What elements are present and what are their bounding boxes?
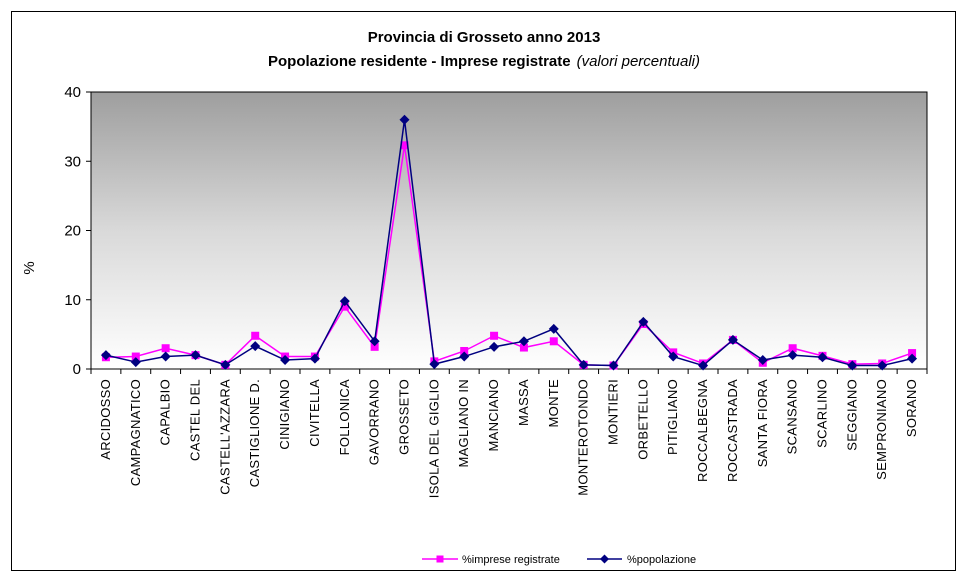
x-tick-label: CAMPAGNATICO bbox=[128, 379, 143, 486]
x-tick-label: ARCIDOSSO bbox=[98, 379, 113, 460]
data-point bbox=[340, 302, 349, 311]
x-tick-label: ORBETELLO bbox=[635, 379, 650, 460]
data-point bbox=[399, 114, 410, 125]
data-point bbox=[100, 350, 111, 361]
x-tick-label: MONTE bbox=[546, 379, 561, 427]
data-point bbox=[727, 334, 738, 345]
data-point bbox=[339, 296, 350, 307]
x-tick-label: SCANSANO bbox=[785, 379, 800, 454]
data-point bbox=[787, 350, 798, 361]
x-tick-label: CIVITELLA bbox=[307, 379, 322, 447]
x-tick-label: CASTEL DEL bbox=[188, 379, 203, 461]
data-point bbox=[131, 352, 140, 361]
x-tick-label: FOLLONICA bbox=[337, 379, 352, 455]
x-tick-label: GROSSETO bbox=[397, 379, 412, 455]
x-tick-label: SANTA FIORA bbox=[755, 379, 770, 467]
data-point bbox=[757, 354, 768, 365]
y-tick-label: 0 bbox=[73, 361, 81, 378]
x-tick-label: SEMPRONIANO bbox=[874, 379, 889, 480]
chart-title-main: Popolazione residente - Imprese registra… bbox=[268, 53, 571, 70]
data-point bbox=[369, 336, 380, 347]
data-point bbox=[489, 341, 500, 352]
series-line bbox=[105, 119, 913, 367]
legend-label: %imprese registrate bbox=[462, 554, 560, 566]
data-point bbox=[608, 360, 619, 371]
x-tick-label: SCARLINO bbox=[815, 379, 830, 448]
x-tick-label: CASTELL'AZZARA bbox=[217, 379, 232, 495]
series-layer bbox=[100, 114, 918, 371]
y-tick-label: 10 bbox=[64, 292, 81, 309]
x-tick-label: GAVORRANO bbox=[367, 379, 382, 465]
y-tick-label: 20 bbox=[64, 223, 81, 240]
legend-marker bbox=[436, 555, 444, 563]
x-tick-label: MAGLIANO IN bbox=[456, 379, 471, 468]
data-point bbox=[459, 351, 470, 362]
data-point bbox=[490, 331, 499, 340]
data-point bbox=[638, 316, 649, 327]
x-axis: ARCIDOSSO CAMPAGNATICO CAPALBIO CASTEL DEL C… bbox=[90, 369, 928, 498]
data-point bbox=[309, 353, 320, 364]
y-axis: 0 10 20 30 40 bbox=[64, 84, 91, 378]
data-point bbox=[518, 336, 529, 347]
data-point bbox=[400, 141, 409, 150]
chart-title-line1: Provincia di Grosseto anno 2013 bbox=[368, 29, 601, 46]
data-point bbox=[429, 359, 440, 370]
y-tick-label: 30 bbox=[64, 153, 81, 170]
y-tick-label: 40 bbox=[64, 84, 81, 101]
data-point bbox=[519, 343, 528, 352]
legend-marker bbox=[600, 554, 609, 564]
x-tick-label: ROCCASTRADA bbox=[725, 379, 740, 482]
x-tick-label: ROCCALBEGNA bbox=[695, 379, 710, 482]
data-point bbox=[130, 357, 141, 368]
x-tick-label: MANCIANO bbox=[486, 379, 501, 451]
data-point bbox=[549, 337, 558, 346]
data-point bbox=[877, 360, 888, 371]
chart-frame: Provincia di Grosseto anno 2013 Popolazi… bbox=[11, 11, 956, 571]
plot-area bbox=[90, 91, 928, 370]
legend-item-2: %popolazione bbox=[587, 554, 696, 566]
data-point bbox=[220, 359, 231, 370]
data-point bbox=[190, 350, 201, 361]
x-tick-label: SORANO bbox=[904, 379, 919, 437]
data-point bbox=[460, 346, 469, 355]
data-point bbox=[847, 360, 858, 371]
x-tick-label: CASTIGLIONE D. bbox=[247, 379, 262, 487]
data-point bbox=[698, 360, 709, 371]
x-tick-label: CAPALBIO bbox=[158, 379, 173, 445]
data-point bbox=[908, 349, 917, 358]
data-point bbox=[251, 331, 260, 340]
legend: %imprese registrate %popolazione bbox=[422, 554, 696, 566]
data-point bbox=[817, 352, 828, 363]
chart-title-note: (valori percentuali) bbox=[577, 53, 700, 70]
x-tick-label: MONTIERI bbox=[606, 379, 621, 445]
y-axis-label: % bbox=[21, 261, 38, 274]
x-tick-label: MONTEROTONDO bbox=[576, 379, 591, 496]
series-2 bbox=[100, 114, 918, 371]
series-line bbox=[105, 145, 913, 367]
x-tick-label: CINIGIANO bbox=[277, 379, 292, 450]
data-point bbox=[907, 353, 918, 364]
data-point bbox=[370, 342, 379, 351]
x-tick-label: ISOLA DEL GIGLIO bbox=[426, 379, 441, 498]
chart-title-line2: Popolazione residente - Imprese registra… bbox=[268, 53, 700, 70]
data-point bbox=[548, 323, 559, 334]
data-point bbox=[160, 351, 171, 362]
data-point bbox=[668, 351, 679, 362]
data-point bbox=[161, 344, 170, 353]
x-tick-label: MASSA bbox=[516, 379, 531, 426]
x-tick-label: PITIGLIANO bbox=[665, 379, 680, 455]
data-point bbox=[250, 341, 261, 352]
data-point bbox=[280, 354, 291, 365]
legend-label: %popolazione bbox=[627, 554, 696, 566]
data-point bbox=[788, 344, 797, 353]
legend-item-1: %imprese registrate bbox=[422, 554, 560, 566]
data-point bbox=[578, 359, 589, 370]
line-chart: Provincia di Grosseto anno 2013 Popolazi… bbox=[21, 29, 928, 566]
x-tick-label: SEGGIANO bbox=[844, 379, 859, 451]
